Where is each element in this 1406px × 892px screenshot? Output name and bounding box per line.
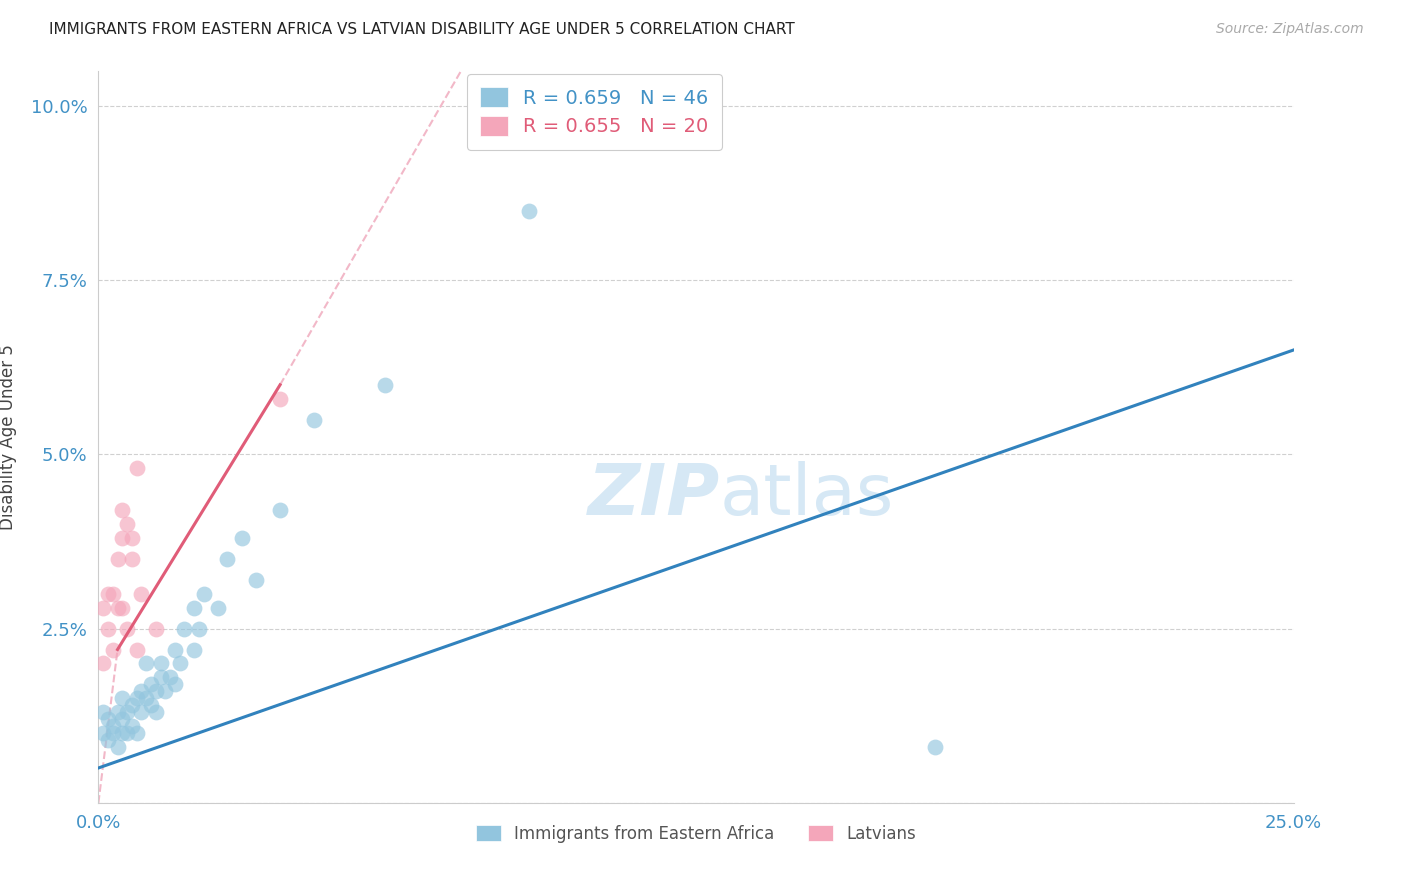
Point: [131, 587, 153, 601]
Point: [302, 412, 325, 426]
Point: [173, 622, 195, 636]
Point: [135, 657, 157, 671]
Point: [97, 712, 120, 726]
Point: [269, 503, 291, 517]
Text: IMMIGRANTS FROM EASTERN AFRICA VS LATVIAN DISABILITY AGE UNDER 5 CORRELATION CHA: IMMIGRANTS FROM EASTERN AFRICA VS LATVIA…: [49, 22, 794, 37]
Point: [111, 531, 134, 545]
Point: [107, 740, 129, 755]
Point: [145, 622, 167, 636]
Point: [107, 552, 129, 566]
Point: [169, 657, 191, 671]
Point: [517, 203, 540, 218]
Point: [121, 531, 143, 545]
Point: [101, 642, 124, 657]
Point: [163, 642, 186, 657]
Point: [101, 726, 124, 740]
Point: [115, 726, 138, 740]
Point: [183, 642, 205, 657]
Point: [125, 726, 148, 740]
Point: [115, 622, 138, 636]
Point: [145, 684, 167, 698]
Y-axis label: Disability Age Under 5: Disability Age Under 5: [0, 344, 17, 530]
Point: [107, 705, 129, 719]
Point: [111, 691, 134, 706]
Point: [245, 573, 267, 587]
Point: [207, 600, 229, 615]
Point: [91, 600, 114, 615]
Point: [91, 726, 114, 740]
Point: [115, 517, 138, 532]
Point: [125, 642, 148, 657]
Point: [101, 719, 124, 733]
Point: [139, 677, 162, 691]
Point: [217, 552, 239, 566]
Point: [101, 587, 124, 601]
Point: [139, 698, 162, 713]
Point: [924, 740, 946, 755]
Point: [97, 733, 120, 747]
Point: [159, 670, 181, 684]
Point: [131, 684, 153, 698]
Point: [131, 705, 153, 719]
Point: [107, 600, 129, 615]
Point: [374, 377, 396, 392]
Point: [155, 684, 177, 698]
Point: [183, 600, 205, 615]
Text: ZIP: ZIP: [588, 461, 720, 530]
Point: [193, 587, 215, 601]
Point: [115, 705, 138, 719]
Point: [145, 705, 167, 719]
Point: [111, 600, 134, 615]
Point: [125, 691, 148, 706]
Point: [121, 552, 143, 566]
Text: Source: ZipAtlas.com: Source: ZipAtlas.com: [1216, 22, 1364, 37]
Point: [97, 622, 120, 636]
Legend: Immigrants from Eastern Africa, Latvians: Immigrants from Eastern Africa, Latvians: [470, 818, 922, 849]
Point: [135, 691, 157, 706]
Point: [125, 461, 148, 475]
Point: [91, 657, 114, 671]
Point: [97, 587, 120, 601]
Text: atlas: atlas: [720, 461, 894, 530]
Point: [149, 657, 172, 671]
Point: [187, 622, 209, 636]
Point: [91, 705, 114, 719]
Point: [111, 503, 134, 517]
Point: [121, 698, 143, 713]
Point: [111, 712, 134, 726]
Point: [269, 392, 291, 406]
Point: [149, 670, 172, 684]
Point: [121, 719, 143, 733]
Point: [111, 726, 134, 740]
Point: [163, 677, 186, 691]
Point: [231, 531, 253, 545]
